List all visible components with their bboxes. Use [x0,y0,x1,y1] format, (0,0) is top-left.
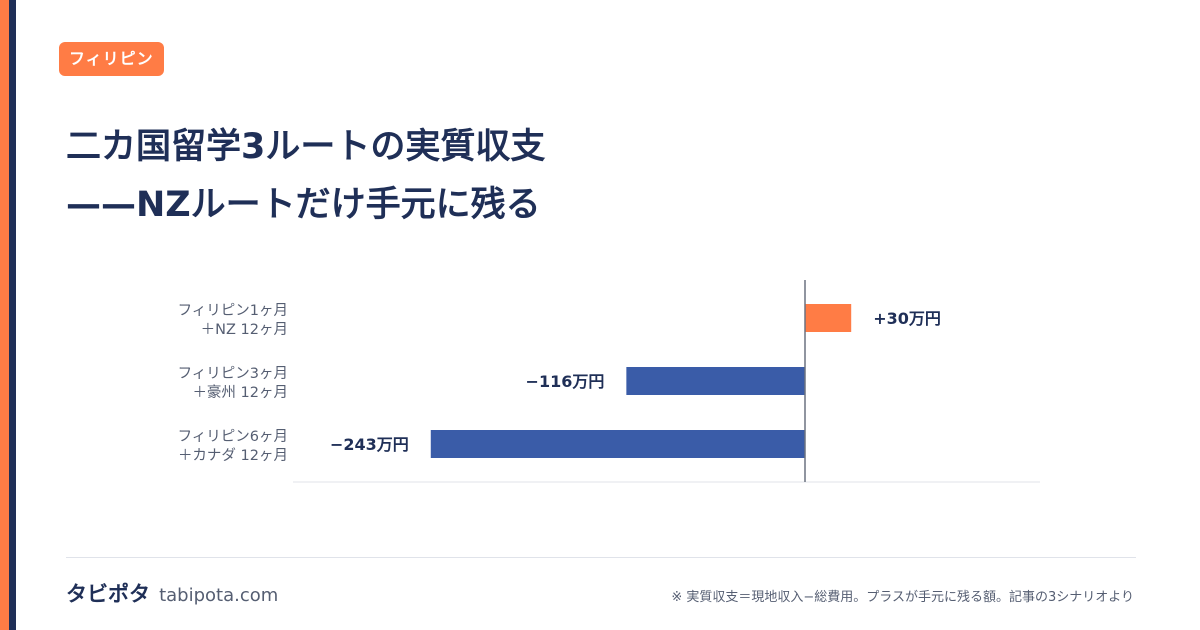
category-label: ＋カナダ 12ヶ月 [178,447,288,464]
title-line-2: ——NZルートだけ手元に残る [66,185,541,225]
category-label: フィリピン3ヶ月 [178,365,288,382]
bar-chart: +30万円 フィリピン1ヶ月 ＋NZ 12ヶ月 −116万円 フィリピン3ヶ月 ＋豪州 1… [178,280,1040,483]
category-label: ＋NZ 12ヶ月 [201,322,288,338]
value-label: +30万円 [873,309,941,328]
value-label: −116万円 [526,372,605,391]
bar [805,304,852,332]
footer-divider [66,557,1136,558]
brand-url[interactable]: tabipota.com [159,585,279,606]
category-label: フィリピン1ヶ月 [178,302,288,319]
bar [626,367,805,395]
value-label: −243万円 [330,435,409,454]
accent-bar-navy [9,0,16,630]
category-tag[interactable]: フィリピン [59,42,164,76]
title-line-1: 二カ国留学3ルートの実質収支 [66,127,546,167]
footnote: ※ 実質収支＝現地収入−総費用。プラスが手元に残る額。記事の3シナリオより [671,590,1134,605]
accent-bar-orange [0,0,9,630]
brand[interactable]: タビポタ tabipota.com [66,578,278,608]
category-label: ＋豪州 12ヶ月 [192,384,288,401]
bar [430,430,805,458]
brand-name: タビポタ [66,582,150,606]
page-title: 二カ国留学3ルートの実質収支 ——NZルートだけ手元に残る [66,118,545,234]
category-label: フィリピン6ヶ月 [178,428,288,445]
